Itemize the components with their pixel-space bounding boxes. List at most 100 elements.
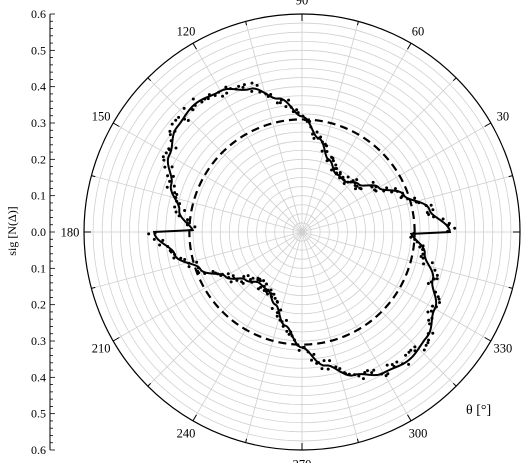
data-point	[269, 288, 273, 292]
grid-spoke	[91, 231, 303, 289]
angular-tick	[356, 438, 359, 443]
data-point	[250, 280, 254, 284]
angular-tick	[91, 286, 96, 289]
data-point	[213, 93, 217, 97]
angular-tick	[112, 122, 120, 127]
data-point	[291, 110, 295, 114]
data-point	[434, 290, 438, 294]
radial-axis-tick-label: 0.6	[31, 7, 46, 21]
data-point	[147, 232, 151, 236]
data-point	[295, 108, 299, 112]
data-point	[409, 235, 413, 239]
data-point	[404, 353, 408, 357]
data-point	[183, 209, 187, 212]
data-point	[173, 129, 177, 133]
data-point	[441, 217, 445, 221]
data-point	[284, 105, 288, 109]
data-point	[432, 277, 436, 281]
data-point	[400, 194, 404, 198]
data-point	[421, 252, 425, 256]
data-point	[361, 377, 365, 381]
data-point	[346, 180, 350, 184]
data-point	[407, 350, 411, 354]
data-point	[311, 132, 315, 136]
data-point	[255, 83, 259, 87]
radial-axis-tick-label: 0.6	[31, 443, 46, 457]
data-point	[342, 178, 346, 182]
data-point	[334, 365, 338, 369]
data-point	[174, 210, 178, 214]
data-point	[161, 155, 165, 159]
data-point	[390, 362, 394, 366]
data-point	[272, 292, 276, 296]
angular-tick-label: 120	[177, 25, 196, 39]
data-point	[219, 274, 223, 278]
data-point	[266, 292, 270, 296]
data-point	[187, 261, 191, 265]
data-point	[306, 350, 310, 354]
angular-tick	[452, 77, 457, 82]
data-point	[217, 90, 221, 94]
data-point	[338, 367, 342, 371]
data-point	[174, 195, 178, 199]
data-point	[401, 362, 405, 366]
data-point	[320, 140, 324, 144]
data-point	[426, 341, 430, 345]
data-point	[325, 159, 329, 163]
data-point	[248, 278, 252, 282]
angular-tick-label: 30	[497, 110, 510, 124]
grid-spoke	[301, 231, 457, 387]
data-point	[310, 358, 314, 362]
data-point	[163, 165, 167, 169]
angular-tick-label: 90	[296, 0, 309, 8]
angular-tick-label: 180	[61, 226, 80, 240]
data-point	[216, 272, 220, 276]
data-point	[401, 191, 405, 195]
data-point	[370, 371, 374, 375]
data-point	[166, 174, 170, 178]
data-point	[413, 345, 417, 349]
data-point	[228, 87, 232, 91]
data-point	[303, 118, 307, 122]
data-point	[424, 204, 428, 208]
data-point	[421, 256, 425, 260]
data-point	[409, 348, 413, 352]
data-point	[302, 345, 306, 349]
data-point	[287, 332, 291, 336]
data-point	[414, 200, 418, 204]
data-point	[189, 107, 193, 111]
data-point	[193, 103, 197, 107]
data-point	[242, 274, 246, 278]
grid-spoke	[113, 231, 303, 342]
angular-tick	[407, 414, 412, 422]
data-point	[446, 230, 450, 234]
radial-axis-tick-label: 0.3	[31, 116, 46, 130]
data-point	[227, 276, 231, 280]
data-point	[237, 84, 241, 88]
data-point	[173, 205, 177, 209]
grid-spoke	[301, 43, 412, 233]
data-point	[425, 210, 429, 214]
radial-axis-tick-label: 0.4	[31, 80, 46, 94]
data-point	[273, 296, 277, 300]
data-point	[168, 179, 172, 183]
angular-tick-label: 150	[92, 110, 111, 124]
data-point	[419, 255, 423, 259]
data-point	[413, 238, 417, 242]
grid-spoke	[192, 231, 303, 421]
data-point	[412, 231, 416, 235]
data-point	[319, 135, 323, 139]
data-point	[353, 181, 357, 185]
data-point	[325, 149, 329, 153]
data-point	[331, 159, 335, 163]
data-point	[395, 189, 399, 193]
theta-axis-title: θ [°]	[466, 403, 491, 418]
grid-spoke	[301, 77, 457, 233]
data-point	[172, 184, 176, 188]
angular-tick	[484, 337, 492, 342]
data-point	[363, 370, 367, 374]
data-point	[266, 95, 270, 99]
radial-axis: 0.6 0.5 0.4 0.3 0.2 0.1 0.0 0.1 0.2 0.3 0.4 0.5 0.6	[31, 7, 55, 457]
data-point	[315, 130, 319, 134]
radial-axis-tick-label: 0.3	[31, 334, 46, 348]
